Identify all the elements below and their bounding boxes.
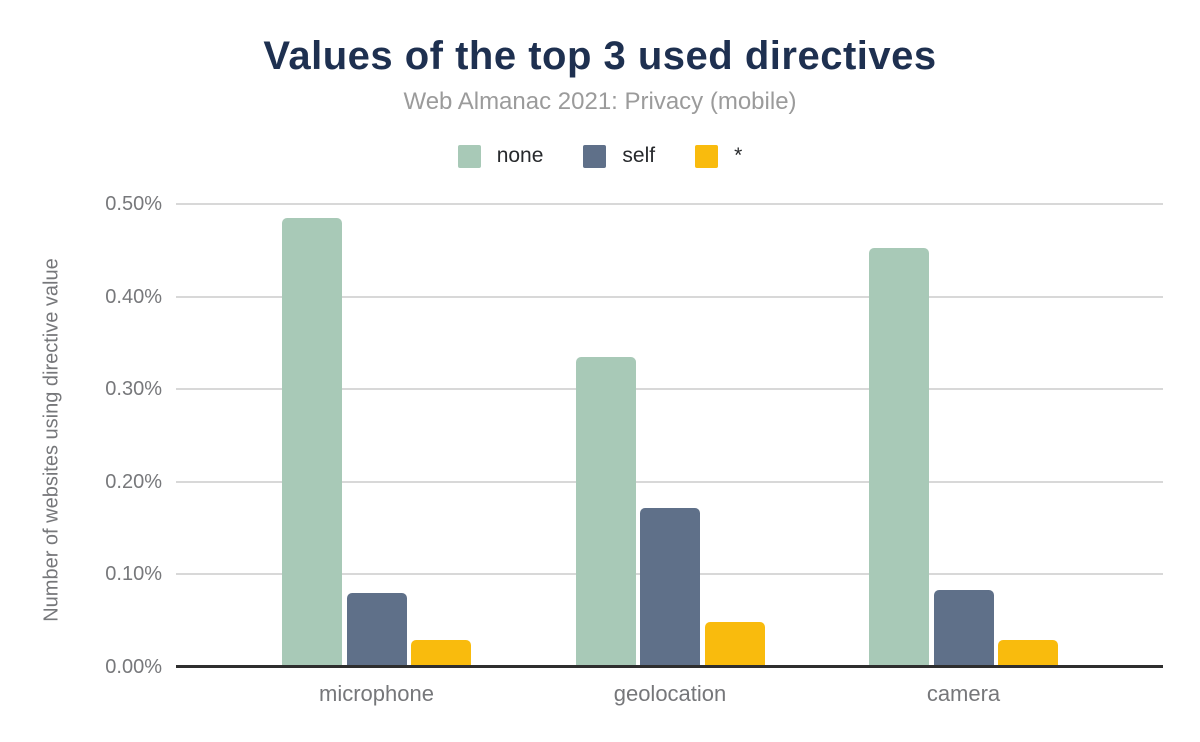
bar-microphone-star xyxy=(411,640,471,667)
gridline xyxy=(176,388,1163,391)
bar-geolocation-none xyxy=(575,356,636,667)
chart-title: Values of the top 3 used directives xyxy=(263,34,937,78)
legend-swatch-icon-self xyxy=(583,144,607,168)
legend-swatch-icon-star xyxy=(695,144,719,168)
legend-label-self: self xyxy=(622,144,656,167)
bar-microphone-self xyxy=(346,592,407,667)
bar-camera-self xyxy=(933,590,994,667)
bar-geolocation-star xyxy=(704,621,765,667)
x-axis-label-camera: camera xyxy=(926,681,1001,706)
gridline xyxy=(176,203,1163,205)
legend: none self * xyxy=(0,141,1200,171)
gridline xyxy=(176,295,1163,298)
bar-microphone-none xyxy=(282,217,342,667)
bar-camera-none xyxy=(869,248,929,667)
y-tick-label: 0.50% xyxy=(105,193,162,215)
legend-item-star: * xyxy=(695,144,742,168)
legend-label-star: * xyxy=(734,144,743,167)
x-axis-label-microphone: microphone xyxy=(319,681,434,706)
gridline xyxy=(176,480,1163,483)
y-tick-label: 0.30% xyxy=(105,378,162,401)
y-tick-label: 0.00% xyxy=(105,656,162,678)
y-tick-label: 0.10% xyxy=(105,563,162,586)
plot-area: 0.50% 0.40% 0.30% 0.20% 0.10% 0.00% microphone… xyxy=(105,193,1163,706)
x-axis-line xyxy=(176,665,1163,668)
y-tick-label: 0.20% xyxy=(105,470,162,493)
chart-subtitle: Web Almanac 2021: Privacy (mobile) xyxy=(403,88,797,115)
legend-item-none: none xyxy=(457,144,544,168)
bar-geolocation-self xyxy=(640,507,700,667)
x-axis-label-geolocation: geolocation xyxy=(613,681,727,706)
legend-label-none: none xyxy=(496,144,544,167)
legend-item-self: self xyxy=(583,144,655,168)
bar-camera-star xyxy=(998,640,1058,667)
legend-swatch-icon-none xyxy=(457,144,481,168)
y-tick-label: 0.40% xyxy=(105,285,162,308)
y-axis-title: Number of websites using directive value xyxy=(40,258,63,622)
